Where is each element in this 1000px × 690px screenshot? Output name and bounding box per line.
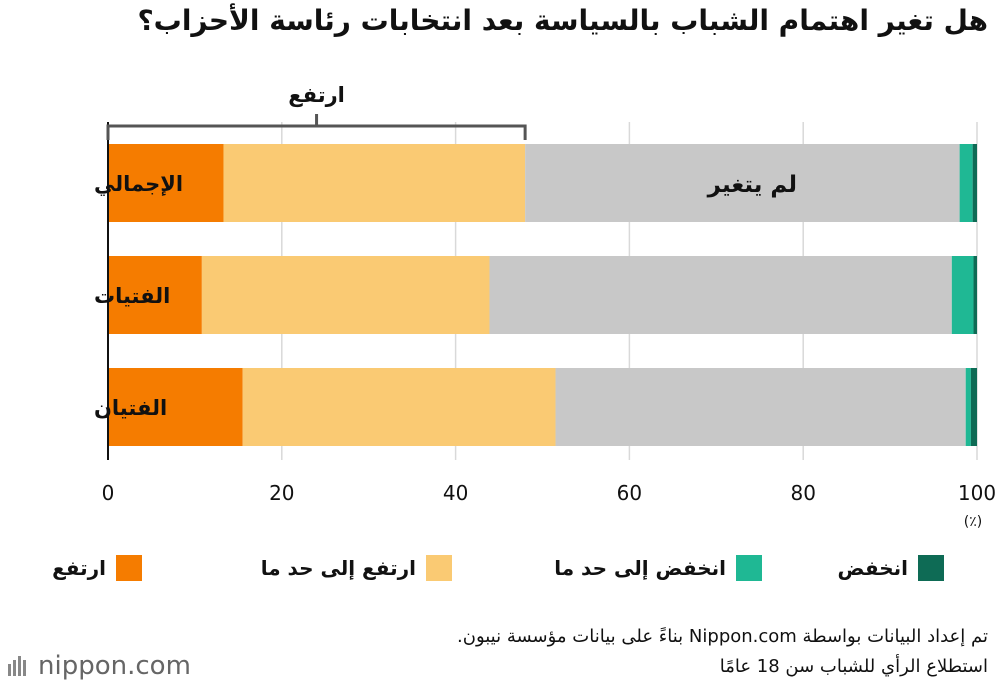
- legend-label-fell: انخفض: [837, 556, 908, 580]
- bar-segment-1-1: [201, 256, 490, 334]
- legend-label-rose: ارتفع: [52, 556, 106, 580]
- x-tick-label-3: 60: [617, 481, 642, 505]
- bar-segment-1-4: [973, 256, 977, 334]
- bar-segment-0-2: [525, 144, 960, 222]
- legend-item-rose: ارتفع: [52, 548, 142, 588]
- bar-segment-1-0: [108, 256, 202, 334]
- x-tick-label-0: 0: [102, 481, 115, 505]
- legend-swatch-rose: [116, 555, 142, 581]
- x-tick-label-4: 80: [790, 481, 815, 505]
- bar-segment-1-2: [489, 256, 952, 334]
- bar-segment-2-3: [965, 368, 971, 446]
- source-note: تم إعداد البيانات بواسطة Nippon.com بناء…: [228, 622, 988, 682]
- x-tick-label-1: 20: [269, 481, 294, 505]
- logo-text: nippon.com: [38, 651, 191, 681]
- bar-segment-2-1: [242, 368, 556, 446]
- category-label-2: الفتيان: [94, 396, 167, 420]
- bar-annotation-unchanged: لم يتغير: [707, 172, 797, 198]
- legend-swatch-fell: [918, 555, 944, 581]
- legend-item-fell-somewhat: انخفض إلى حد ما: [554, 548, 762, 588]
- bar-segment-1-3: [951, 256, 974, 334]
- source-line-1: تم إعداد البيانات بواسطة Nippon.com بناء…: [457, 626, 988, 647]
- legend-label-rose-somewhat: ارتفع إلى حد ما: [260, 556, 416, 580]
- legend: ارتفع ارتفع إلى حد ما انخفض إلى حد ما ان…: [0, 548, 1000, 588]
- x-tick-label-2: 40: [443, 481, 468, 505]
- nippon-logo: nippon.com: [8, 646, 191, 686]
- bar-segment-2-2: [555, 368, 966, 446]
- bar-segment-0-3: [959, 144, 973, 222]
- bar-segment-0-0: [108, 144, 224, 222]
- logo-bars-icon: [8, 656, 26, 676]
- x-tick-label-5: 100: [958, 481, 996, 505]
- bar-segment-0-4: [972, 144, 977, 222]
- source-line-2: استطلاع الرأي للشباب سن 18 عامًا: [719, 656, 988, 677]
- legend-swatch-fell-somewhat: [736, 555, 762, 581]
- page-title: هل تغير اهتمام الشباب بالسياسة بعد انتخا…: [137, 4, 988, 37]
- legend-label-fell-somewhat: انخفض إلى حد ما: [554, 556, 726, 580]
- x-unit-label: (٪): [964, 514, 982, 530]
- bar-segment-2-4: [970, 368, 977, 446]
- legend-swatch-rose-somewhat: [426, 555, 452, 581]
- bracket-label-rose: ارتفع: [288, 83, 345, 107]
- legend-item-fell: انخفض: [838, 548, 944, 588]
- bar-segment-2-0: [108, 368, 243, 446]
- legend-item-rose-somewhat: ارتفع إلى حد ما: [261, 548, 452, 588]
- category-label-1: الفتيات: [94, 284, 170, 308]
- bar-segment-0-1: [223, 144, 526, 222]
- bracket-rose: [106, 114, 527, 140]
